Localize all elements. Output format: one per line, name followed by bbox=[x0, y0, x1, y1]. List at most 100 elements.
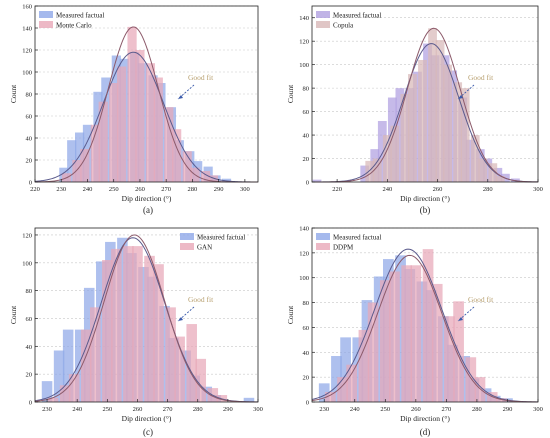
fit-curve-series-1 bbox=[34, 237, 259, 403]
bar-series-1 bbox=[377, 120, 387, 182]
good-fit-annotation: Good fit bbox=[188, 295, 214, 304]
bar-series-1 bbox=[138, 266, 149, 402]
bar-series-1 bbox=[67, 140, 77, 182]
legend-swatch bbox=[39, 21, 53, 28]
y-tick-label: 0 bbox=[306, 180, 309, 187]
bar-series-1 bbox=[352, 337, 364, 402]
x-tick-label: 240 bbox=[382, 186, 392, 193]
legend-swatch bbox=[316, 233, 330, 240]
bar-series-1 bbox=[75, 132, 85, 182]
annotation-arrowhead bbox=[178, 317, 183, 321]
x-tick-label: 260 bbox=[411, 406, 421, 413]
bar-series-2 bbox=[195, 358, 207, 402]
x-tick-label: 240 bbox=[83, 186, 93, 193]
bar-series-2 bbox=[496, 398, 507, 402]
bar-series-1 bbox=[480, 388, 492, 402]
legend-swatch bbox=[39, 11, 53, 18]
bar-series-2 bbox=[478, 158, 488, 182]
y-tick-label: 140 bbox=[22, 26, 32, 33]
bar-series-2 bbox=[324, 392, 336, 402]
x-tick-label: 240 bbox=[350, 406, 360, 413]
bar-series-1 bbox=[483, 158, 493, 182]
bar-series-2 bbox=[408, 74, 417, 182]
x-tick-label: 270 bbox=[161, 186, 171, 193]
bar-series-2 bbox=[431, 283, 443, 402]
bar-series-1 bbox=[180, 350, 191, 402]
panel-caption: (a) bbox=[143, 205, 153, 215]
bar-series-2 bbox=[443, 64, 452, 182]
x-tick-label: 220 bbox=[30, 186, 40, 193]
legend-label: Measured factual bbox=[197, 234, 245, 242]
annotation-arrowhead bbox=[178, 95, 183, 99]
chart-panel-4: 0 20 40 60 80 100 120 140 230 240 250 260 270 280 290 3… bbox=[286, 226, 543, 438]
bar-series-1 bbox=[448, 70, 458, 182]
x-tick-label: 280 bbox=[193, 406, 203, 413]
y-tick-label: 100 bbox=[22, 70, 32, 77]
x-tick-label: 230 bbox=[42, 406, 52, 413]
bar-series-2 bbox=[116, 66, 127, 182]
x-axis-label: Dip direction (°) bbox=[122, 414, 172, 423]
bar-series-2 bbox=[428, 28, 437, 182]
annotation-arrowhead bbox=[458, 317, 463, 321]
x-tick-label: 250 bbox=[380, 406, 390, 413]
bar-series-2 bbox=[200, 171, 211, 182]
panel-caption: (c) bbox=[143, 427, 153, 437]
y-tick-label: 60 bbox=[26, 316, 33, 323]
y-axis-label: Count bbox=[9, 305, 18, 324]
y-tick-label: 60 bbox=[303, 109, 310, 116]
bar-series-2 bbox=[389, 271, 400, 402]
bar-series-2 bbox=[144, 255, 155, 402]
x-tick-label: 300 bbox=[533, 406, 543, 413]
chart-panel-2: 0 20 40 60 80 100 120 140 220 240 260 280 300 Dip dir… bbox=[286, 5, 543, 215]
bar-series-1 bbox=[331, 356, 342, 402]
x-tick-label: 230 bbox=[319, 406, 329, 413]
y-tick-label: 140 bbox=[299, 226, 309, 233]
bar-series-1 bbox=[201, 386, 213, 402]
bar-series-1 bbox=[53, 350, 65, 402]
plot-frame bbox=[34, 227, 259, 403]
y-tick-label: 0 bbox=[306, 400, 309, 407]
bar-series-2 bbox=[400, 94, 410, 182]
bar-series-2 bbox=[208, 175, 218, 182]
x-tick-label: 220 bbox=[332, 186, 342, 193]
x-tick-label: 260 bbox=[135, 186, 145, 193]
bar-series-1 bbox=[416, 281, 428, 402]
x-tick-label: 240 bbox=[72, 406, 82, 413]
bar-series-2 bbox=[470, 135, 480, 182]
bar-series-2 bbox=[59, 385, 71, 402]
y-tick-label: 120 bbox=[22, 232, 32, 239]
bar-series-2 bbox=[172, 129, 182, 182]
x-tick-label: 300 bbox=[533, 186, 543, 193]
y-tick-label: 40 bbox=[26, 136, 33, 143]
bar-series-2 bbox=[337, 377, 348, 402]
annotation-arrowhead bbox=[458, 95, 463, 99]
y-tick-label: 80 bbox=[303, 86, 310, 93]
bar-series-1 bbox=[423, 43, 432, 183]
bar-series-2 bbox=[153, 264, 164, 402]
y-tick-label: 100 bbox=[22, 260, 32, 267]
fit-curve-series-2 bbox=[311, 254, 539, 403]
legend-label: Measured factual bbox=[333, 12, 381, 20]
bar-series-2 bbox=[382, 135, 392, 182]
y-tick-label: 60 bbox=[26, 114, 33, 121]
bar-series-1 bbox=[312, 179, 322, 182]
bar-series-2 bbox=[164, 107, 174, 182]
x-tick-label: 270 bbox=[442, 406, 452, 413]
bar-series-2 bbox=[474, 377, 486, 402]
legend-swatch bbox=[180, 233, 194, 240]
x-tick-label: 250 bbox=[109, 186, 119, 193]
x-tick-label: 250 bbox=[102, 406, 112, 413]
bar-series-1 bbox=[159, 305, 170, 402]
bar-series-2 bbox=[372, 158, 382, 182]
bar-series-2 bbox=[418, 59, 427, 183]
bar-series-1 bbox=[395, 255, 406, 402]
bar-series-2 bbox=[346, 364, 358, 402]
y-tick-label: 140 bbox=[299, 15, 309, 22]
x-axis-label: Dip direction (°) bbox=[122, 194, 172, 203]
y-tick-label: 120 bbox=[299, 250, 309, 257]
y-axis-label: Count bbox=[9, 84, 18, 103]
x-tick-label: 280 bbox=[188, 186, 198, 193]
x-tick-label: 270 bbox=[163, 406, 173, 413]
bar-series-2 bbox=[135, 50, 145, 182]
fit-curve-series-1 bbox=[34, 51, 258, 183]
